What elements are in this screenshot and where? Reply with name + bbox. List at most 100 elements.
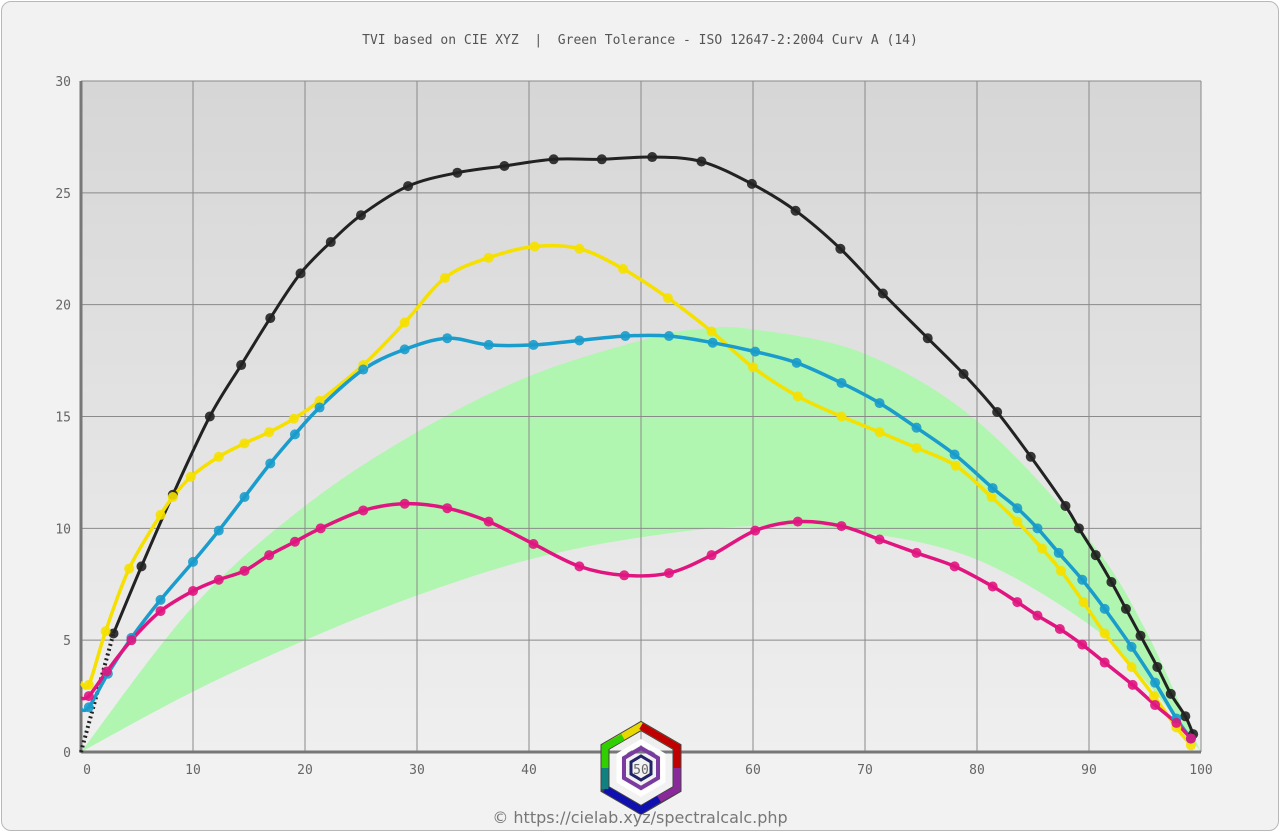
data-point-cyan	[1126, 641, 1137, 652]
data-point-magenta	[315, 523, 326, 534]
data-point-black	[1090, 550, 1101, 561]
data-point-black	[647, 152, 658, 163]
data-point-magenta	[239, 565, 250, 576]
data-point-magenta	[528, 538, 539, 549]
x-tick-label: 0	[83, 763, 91, 778]
data-point-magenta	[911, 547, 922, 558]
data-point-magenta	[188, 585, 198, 596]
data-point-yellow	[264, 427, 275, 438]
data-point-magenta	[1171, 717, 1182, 728]
data-point-cyan	[750, 346, 761, 357]
x-tick-label: 40	[521, 763, 537, 778]
x-tick-label: 80	[969, 763, 985, 778]
data-point-magenta	[706, 550, 717, 561]
data-point-cyan	[213, 525, 224, 536]
data-point-magenta	[987, 581, 998, 592]
data-point-cyan	[1077, 574, 1088, 585]
data-point-yellow	[124, 563, 135, 574]
data-point-cyan	[664, 330, 674, 341]
data-point-cyan	[911, 422, 922, 433]
data-point-magenta	[358, 505, 369, 516]
data-point-magenta	[101, 666, 112, 677]
data-point-yellow	[1056, 565, 1066, 576]
data-point-black	[1073, 523, 1084, 534]
data-point-black	[1152, 662, 1163, 673]
data-point-cyan	[874, 398, 885, 409]
data-point-black	[265, 313, 276, 324]
data-point-cyan	[1053, 547, 1064, 558]
y-tick-label: 30	[55, 75, 71, 90]
data-point-yellow	[950, 460, 961, 471]
y-tick-label: 10	[55, 522, 71, 537]
y-tick-label: 5	[63, 634, 71, 649]
data-point-yellow	[185, 471, 196, 482]
data-point-yellow	[706, 326, 717, 337]
data-point-cyan	[1150, 677, 1161, 688]
data-point-yellow	[399, 317, 410, 328]
data-point-black	[325, 237, 336, 248]
data-point-cyan	[836, 377, 847, 388]
data-point-cyan	[399, 344, 410, 355]
data-point-black	[992, 407, 1003, 418]
x-tick-label: 100	[1189, 763, 1212, 778]
data-point-cyan	[83, 702, 94, 713]
credit-link[interactable]: © https://cielab.xyz/spectralcalc.php	[492, 808, 788, 827]
data-point-cyan	[620, 330, 631, 341]
data-point-black	[835, 243, 846, 254]
cielab-logo	[600, 720, 682, 816]
data-point-cyan	[442, 333, 453, 344]
data-point-cyan	[188, 556, 198, 567]
data-point-magenta	[1099, 657, 1110, 668]
data-point-black	[696, 156, 707, 167]
data-point-cyan	[1099, 603, 1110, 614]
data-point-magenta	[264, 550, 275, 561]
x-tick-label: 30	[409, 763, 425, 778]
data-point-magenta	[1077, 639, 1088, 650]
y-tick-label: 20	[55, 299, 71, 314]
data-point-magenta	[874, 534, 885, 545]
data-point-yellow	[483, 252, 494, 263]
data-point-cyan	[987, 483, 998, 494]
data-point-black	[452, 167, 463, 178]
data-point-cyan	[239, 492, 250, 503]
data-point-black	[790, 205, 801, 216]
data-point-magenta	[126, 635, 137, 646]
data-point-magenta	[213, 574, 224, 585]
data-point-cyan	[265, 458, 276, 469]
data-point-yellow	[836, 411, 847, 422]
data-point-magenta	[155, 606, 166, 617]
data-point-black	[1180, 711, 1191, 722]
data-point-yellow	[1126, 662, 1137, 673]
data-point-magenta	[1127, 679, 1138, 690]
data-point-yellow	[1012, 516, 1023, 527]
data-point-yellow	[574, 243, 585, 254]
y-tick-label: 0	[63, 746, 71, 761]
data-point-yellow	[618, 263, 629, 274]
data-point-black	[1135, 630, 1146, 641]
data-point-yellow	[748, 362, 758, 373]
data-point-cyan	[483, 339, 494, 350]
data-point-cyan	[1012, 503, 1023, 514]
data-point-black	[136, 561, 147, 572]
data-point-yellow	[1099, 628, 1110, 639]
data-point-black	[922, 333, 933, 344]
data-point-magenta	[1150, 700, 1161, 711]
x-tick-label: 50	[633, 763, 649, 778]
data-point-yellow	[288, 413, 299, 424]
data-point-cyan	[574, 335, 585, 346]
y-tick-label: 15	[55, 411, 71, 426]
data-point-cyan	[155, 594, 166, 605]
data-point-black	[1120, 603, 1131, 614]
data-point-yellow	[213, 451, 224, 462]
data-point-cyan	[949, 449, 960, 460]
data-point-black	[596, 154, 607, 165]
data-point-magenta	[442, 503, 453, 514]
data-point-magenta	[664, 568, 674, 579]
data-point-magenta	[83, 691, 94, 702]
data-point-black	[1165, 688, 1176, 699]
data-point-yellow	[155, 509, 166, 520]
data-point-magenta	[399, 498, 410, 509]
data-point-yellow	[167, 492, 178, 503]
data-point-cyan	[707, 337, 718, 348]
